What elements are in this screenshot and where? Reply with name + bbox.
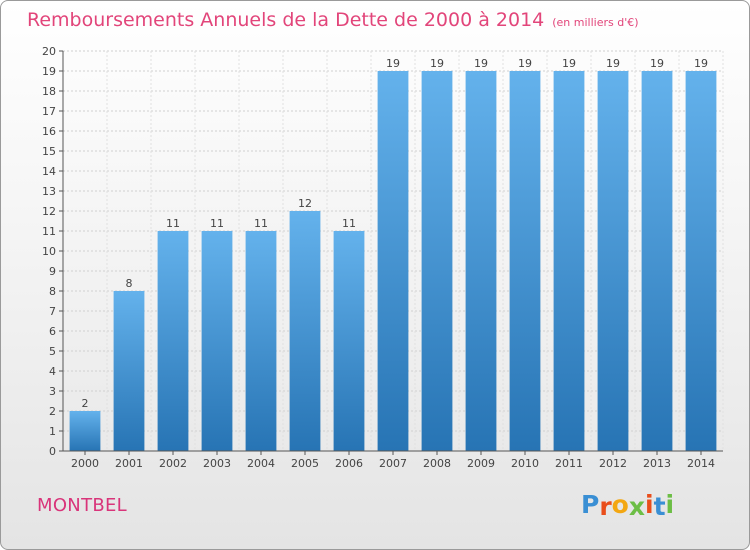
logo-letter-6: i bbox=[665, 490, 675, 519]
x-tick-label-2011: 2011 bbox=[555, 457, 583, 470]
bar-2012 bbox=[597, 71, 629, 451]
bar-2014 bbox=[685, 71, 717, 451]
x-tick-label-2012: 2012 bbox=[599, 457, 627, 470]
y-tick-label-0: 0 bbox=[49, 445, 56, 458]
y-tick-label-14: 14 bbox=[42, 165, 56, 178]
value-label-2005: 12 bbox=[298, 197, 312, 210]
x-tick-label-2010: 2010 bbox=[511, 457, 539, 470]
bar-2003 bbox=[201, 231, 233, 451]
logo-letter-4: i bbox=[645, 490, 654, 519]
chart-unit-note: (en milliers d'€) bbox=[552, 16, 639, 29]
bar-2013 bbox=[641, 71, 673, 451]
value-label-2002: 11 bbox=[166, 217, 180, 230]
value-label-2004: 11 bbox=[254, 217, 268, 230]
x-tick-label-2014: 2014 bbox=[687, 457, 715, 470]
value-label-2003: 11 bbox=[210, 217, 224, 230]
chart-title: Remboursements Annuels de la Dette de 20… bbox=[27, 9, 639, 31]
y-tick-label-4: 4 bbox=[49, 365, 56, 378]
y-tick-label-16: 16 bbox=[42, 125, 56, 138]
logo-letter-0: P bbox=[581, 490, 600, 519]
x-tick-label-2002: 2002 bbox=[159, 457, 187, 470]
bars: 2 8 11 11 11 12 11 19 19 19 19 19 19 19 19 bbox=[69, 57, 717, 451]
bar-2000 bbox=[69, 411, 101, 451]
location-label: MONTBEL bbox=[37, 495, 128, 516]
logo-letter-2: o bbox=[611, 490, 629, 519]
value-label-2013: 19 bbox=[650, 57, 664, 70]
bar-2011 bbox=[553, 71, 585, 451]
value-label-2014: 19 bbox=[694, 57, 708, 70]
value-label-2010: 19 bbox=[518, 57, 532, 70]
y-tick-label-1: 1 bbox=[49, 425, 56, 438]
bar-2008 bbox=[421, 71, 453, 451]
y-tick-label-7: 7 bbox=[49, 305, 56, 318]
value-label-2000: 2 bbox=[82, 397, 89, 410]
bar-2010 bbox=[509, 71, 541, 451]
x-tick-label-2005: 2005 bbox=[291, 457, 319, 470]
y-tick-label-2: 2 bbox=[49, 405, 56, 418]
y-tick-label-10: 10 bbox=[42, 245, 56, 258]
y-tick-label-15: 15 bbox=[42, 145, 56, 158]
y-tick-label-17: 17 bbox=[42, 105, 56, 118]
y-tick-label-6: 6 bbox=[49, 325, 56, 338]
bar-2009 bbox=[465, 71, 497, 451]
proxiti-logo: Proxiti bbox=[581, 490, 675, 521]
y-tick-label-5: 5 bbox=[49, 345, 56, 358]
x-tick-label-2008: 2008 bbox=[423, 457, 451, 470]
bar-2002 bbox=[157, 231, 189, 451]
value-label-2011: 19 bbox=[562, 57, 576, 70]
x-tick-label-2006: 2006 bbox=[335, 457, 363, 470]
x-tick-label-2000: 2000 bbox=[71, 457, 99, 470]
y-tick-label-13: 13 bbox=[42, 185, 56, 198]
value-label-2007: 19 bbox=[386, 57, 400, 70]
x-tick-label-2003: 2003 bbox=[203, 457, 231, 470]
bar-2007 bbox=[377, 71, 409, 451]
y-tick-label-9: 9 bbox=[49, 265, 56, 278]
logo-letter-5: t bbox=[653, 492, 666, 521]
value-label-2006: 11 bbox=[342, 217, 356, 230]
chart-title-text: Remboursements Annuels de la Dette de 20… bbox=[27, 9, 545, 31]
value-label-2008: 19 bbox=[430, 57, 444, 70]
logo-letter-3: x bbox=[628, 492, 645, 521]
bar-2004 bbox=[245, 231, 277, 451]
y-tick-label-12: 12 bbox=[42, 205, 56, 218]
x-tick-label-2001: 2001 bbox=[115, 457, 143, 470]
y-tick-label-20: 20 bbox=[42, 45, 56, 58]
bar-2001 bbox=[113, 291, 145, 451]
value-label-2009: 19 bbox=[474, 57, 488, 70]
bar-2005 bbox=[289, 211, 321, 451]
x-tick-label-2004: 2004 bbox=[247, 457, 275, 470]
y-tick-label-11: 11 bbox=[42, 225, 56, 238]
logo-letter-1: r bbox=[599, 492, 612, 521]
x-tick-label-2009: 2009 bbox=[467, 457, 495, 470]
x-tick-label-2007: 2007 bbox=[379, 457, 407, 470]
value-label-2001: 8 bbox=[126, 277, 133, 290]
y-tick-label-19: 19 bbox=[42, 65, 56, 78]
y-tick-label-18: 18 bbox=[42, 85, 56, 98]
bar-2006 bbox=[333, 231, 365, 451]
y-tick-label-8: 8 bbox=[49, 285, 56, 298]
value-label-2012: 19 bbox=[606, 57, 620, 70]
x-tick-label-2013: 2013 bbox=[643, 457, 671, 470]
y-tick-label-3: 3 bbox=[49, 385, 56, 398]
